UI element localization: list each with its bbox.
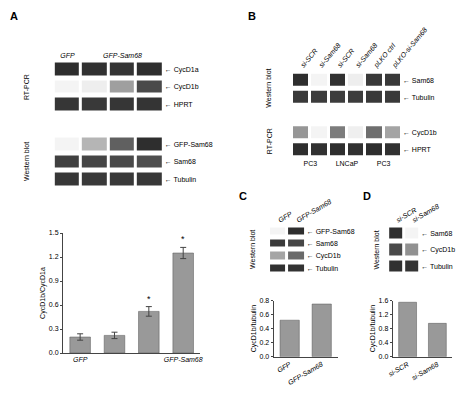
svg-text:0.3: 0.3 [49,325,59,332]
svg-text:PC3: PC3 [303,160,317,167]
svg-text:← CycD1b: ← CycD1b [307,252,341,260]
svg-text:← Sam68: ← Sam68 [403,77,434,84]
svg-text:← CycD1b: ← CycD1b [403,129,437,137]
svg-text:A: A [10,10,18,22]
svg-text:← Tubulin: ← Tubulin [307,265,339,272]
svg-text:si-Sam68: si-Sam68 [411,360,440,381]
svg-text:← Tubulin: ← Tubulin [165,176,197,183]
svg-text:0.4: 0.4 [260,325,270,332]
svg-text:← HPRT: ← HPRT [403,146,432,153]
svg-text:CycD1b/CycD1a: CycD1b/CycD1a [39,267,47,319]
svg-text:← HPRT: ← HPRT [165,101,194,108]
svg-text:pLKO-si-Sam68: pLKO-si-Sam68 [390,26,429,70]
svg-text:0.0: 0.0 [379,353,389,360]
svg-text:Western blot: Western blot [373,230,380,269]
svg-text:1.2: 1.2 [379,311,389,318]
svg-text:PC3: PC3 [377,160,391,167]
svg-text:← CycD1a: ← CycD1a [165,66,199,74]
svg-text:0.8: 0.8 [260,297,270,304]
svg-text:0.0: 0.0 [49,349,59,356]
svg-text:0.8: 0.8 [379,325,389,332]
svg-text:si-SCR: si-SCR [336,47,356,68]
svg-text:0.9: 0.9 [49,277,59,284]
svg-text:*: * [147,294,151,304]
svg-text:0.6: 0.6 [49,301,59,308]
svg-text:← CycD1b: ← CycD1b [421,246,455,254]
svg-text:GFP-Sam68: GFP-Sam68 [103,52,142,59]
svg-text:GFP-Sam68: GFP-Sam68 [287,360,324,386]
svg-text:GFP: GFP [276,360,292,373]
svg-text:si-Sam68: si-Sam68 [354,42,378,69]
svg-text:← Tubulin: ← Tubulin [421,263,453,270]
svg-text:D: D [363,190,371,202]
svg-text:1.2: 1.2 [49,253,59,260]
svg-text:← GFP-Sam68: ← GFP-Sam68 [307,228,355,235]
svg-text:si-Sam68: si-Sam68 [318,42,342,69]
svg-text:GFP: GFP [277,210,293,223]
svg-text:← CycD1b: ← CycD1b [165,83,199,91]
svg-text:LNCaP: LNCaP [336,160,359,167]
svg-text:← GFP-Sam68: ← GFP-Sam68 [165,141,213,148]
svg-text:Western blot: Western blot [23,142,30,181]
svg-text:B: B [248,10,256,22]
svg-text:0.2: 0.2 [260,339,270,346]
svg-text:pLKO ctrl: pLKO ctrl [372,42,398,71]
svg-text:GFP: GFP [60,52,75,59]
svg-text:si-SCR: si-SCR [395,206,418,223]
svg-text:si-SCR: si-SCR [387,360,410,377]
svg-text:← Sam68: ← Sam68 [165,158,196,165]
svg-text:← Tubulin: ← Tubulin [403,94,435,101]
svg-text:CycD1b/tubulin: CycD1b/tubulin [250,305,258,353]
svg-text:GFP-Sam68: GFP-Sam68 [164,356,203,363]
svg-text:Western blot: Western blot [265,68,272,107]
svg-text:C: C [239,190,247,202]
svg-text:*: * [181,234,185,244]
svg-text:1.5: 1.5 [49,229,59,236]
svg-text:GFP-Sam68: GFP-Sam68 [295,198,332,224]
svg-text:← Sam68: ← Sam68 [307,240,338,247]
svg-text:si-SCR: si-SCR [299,47,319,68]
svg-text:GFP: GFP [73,356,88,363]
svg-text:si-Sam68: si-Sam68 [411,203,440,224]
svg-text:1.6: 1.6 [379,297,389,304]
svg-text:← Sam68: ← Sam68 [421,230,452,237]
svg-text:CycD1b/tubulin: CycD1b/tubulin [369,305,377,353]
svg-text:RT-PCR: RT-PCR [23,74,30,100]
svg-text:Western blot: Western blot [249,230,256,269]
svg-text:0.0: 0.0 [260,353,270,360]
svg-text:0.6: 0.6 [260,311,270,318]
svg-text:0.4: 0.4 [379,339,389,346]
svg-text:RT-PCR: RT-PCR [266,128,273,154]
